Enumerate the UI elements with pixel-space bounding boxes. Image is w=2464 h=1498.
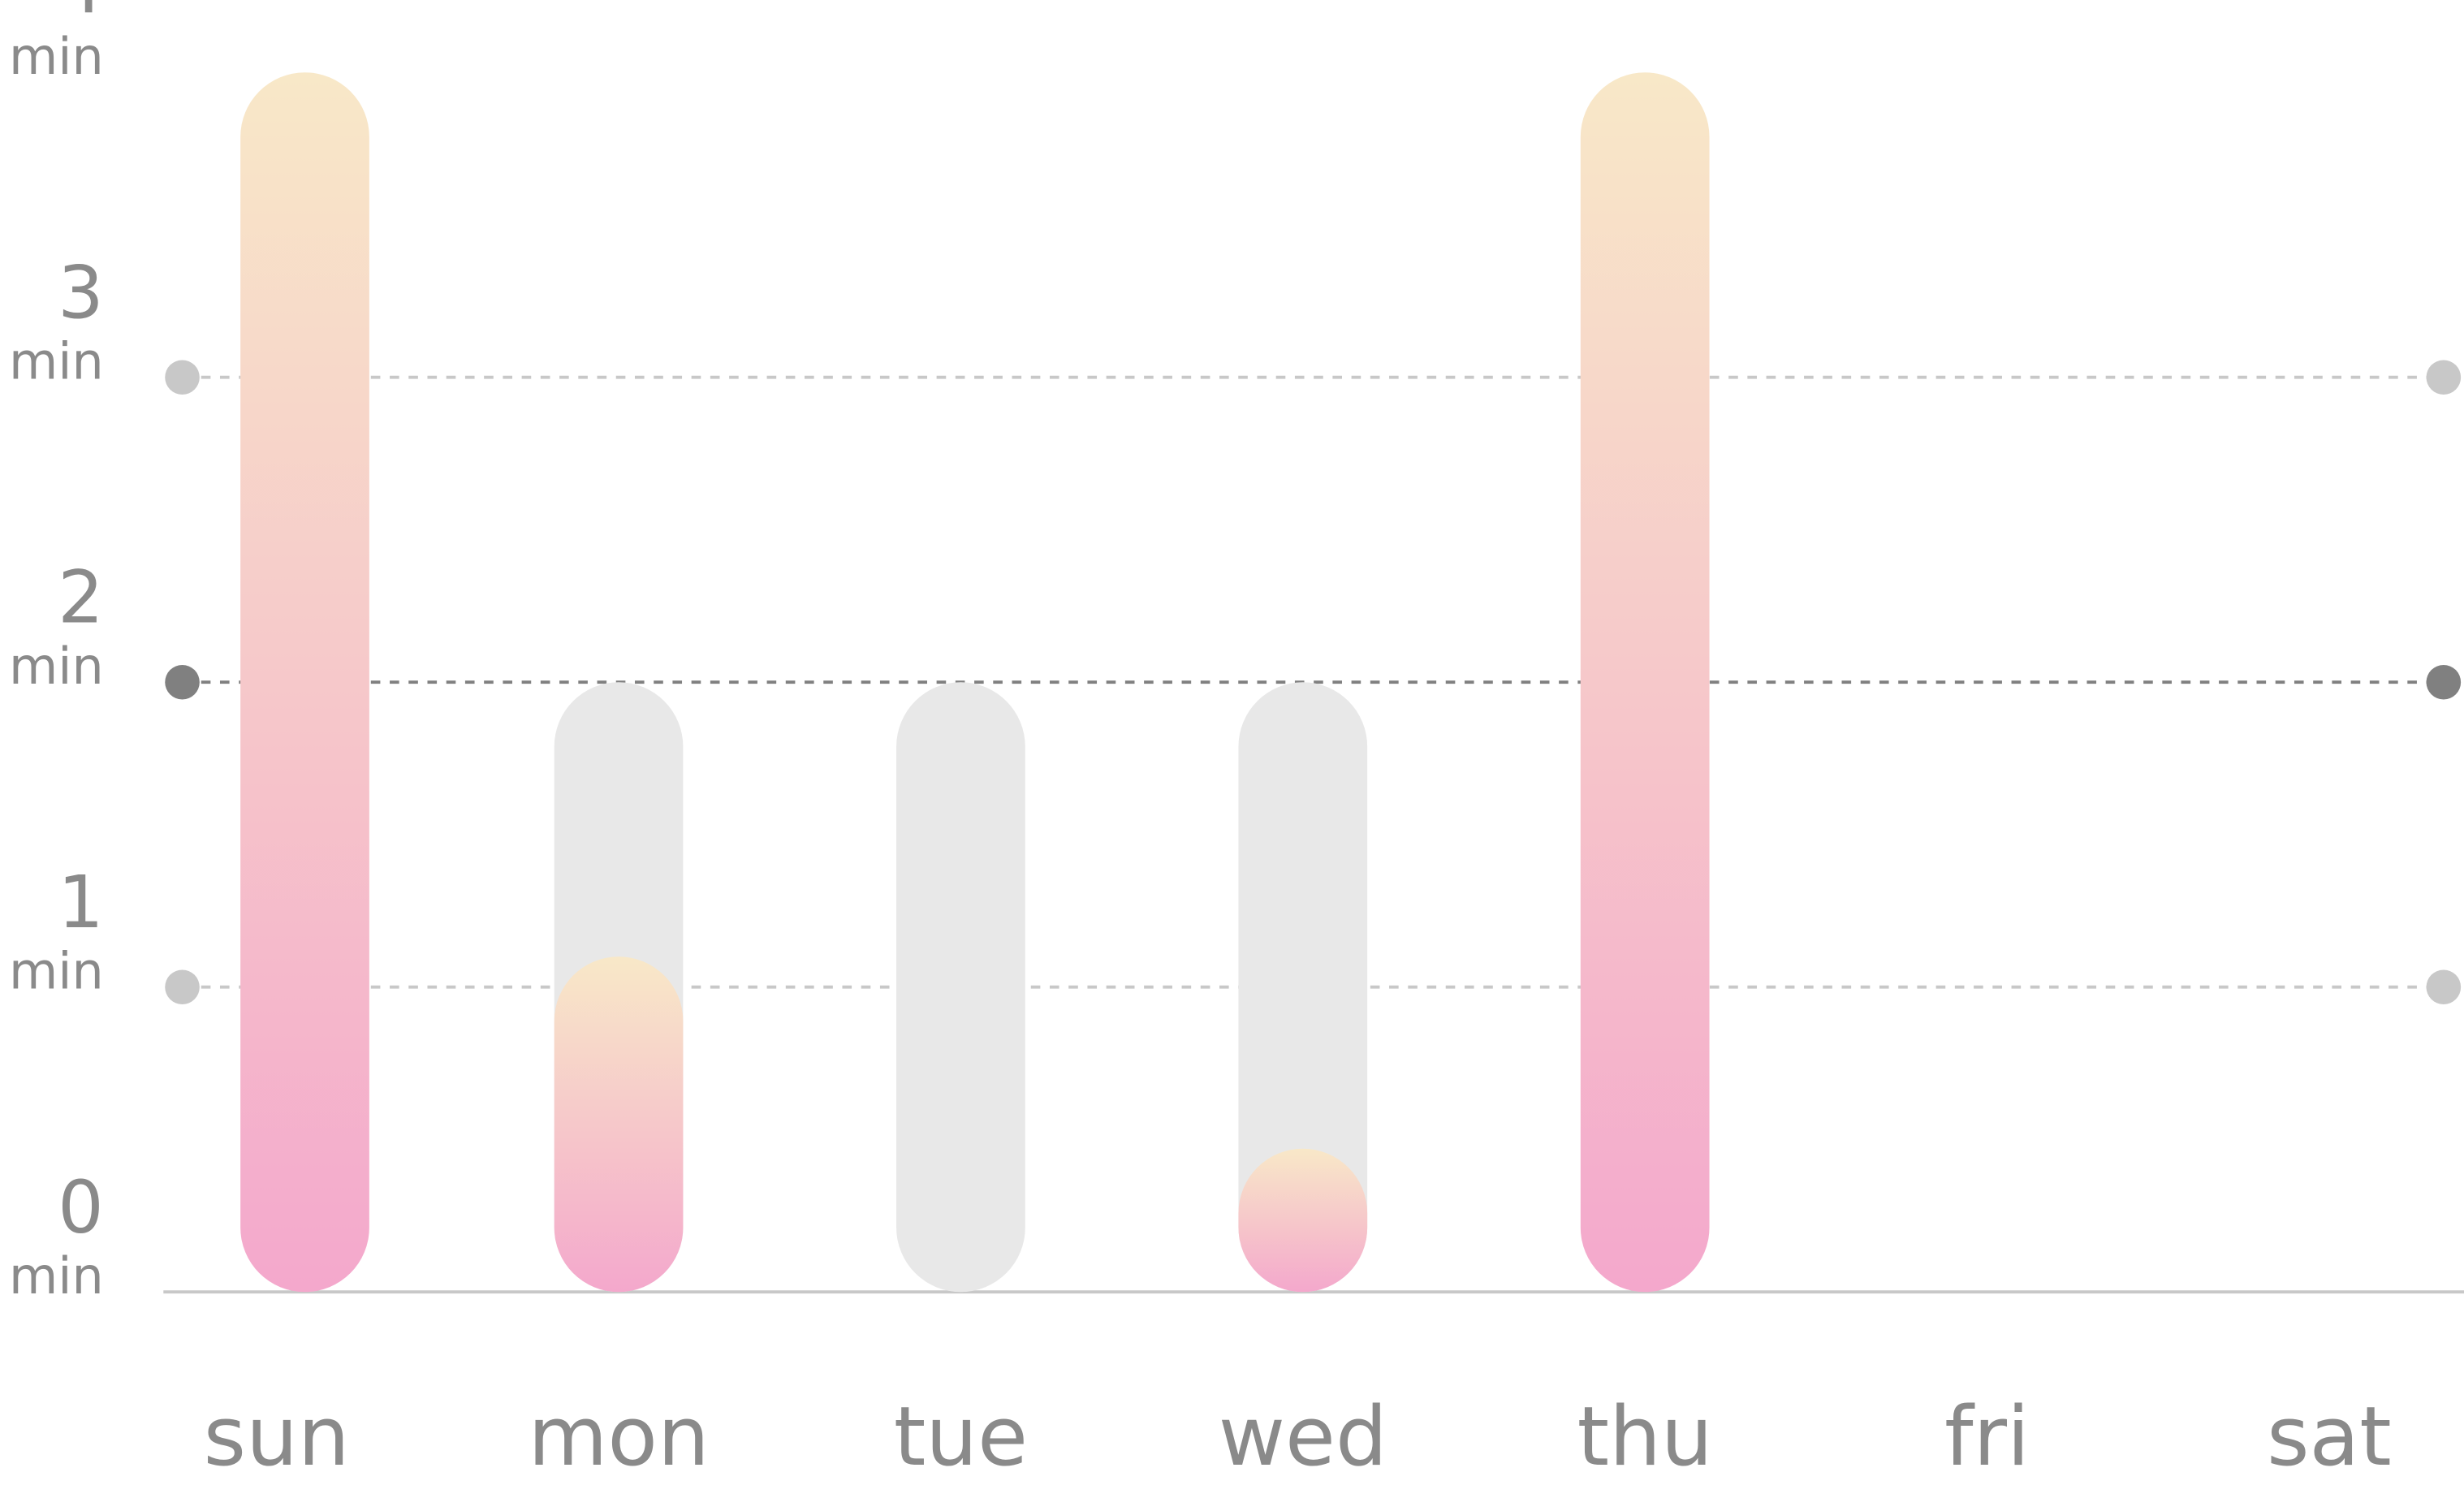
grid-dot [2426,360,2462,395]
x-tick-label: fri [1944,1389,2030,1484]
grid-dot [165,360,200,395]
y-tick-unit: min [9,637,104,696]
y-tick-unit: min [9,333,104,391]
x-tick-label: thu [1577,1389,1713,1484]
y-tick-label: 1 [58,860,104,944]
y-tick-label: 0 [58,1165,104,1250]
bar [1238,682,1368,1293]
grid-dot [165,969,200,1005]
x-tick-label: tue [894,1389,1028,1484]
y-tick-unit: min [9,943,104,1001]
y-tick-unit: min [9,1247,104,1306]
y-tick-unit: min [9,28,104,86]
x-tick-label: sun [204,1389,350,1484]
bar [896,682,1025,1293]
bar [1238,1148,1368,1293]
grid-dot [2426,969,2462,1005]
grid-dot [2426,664,2462,700]
bar [554,956,684,1293]
x-tick-label: sat [2267,1389,2392,1484]
x-tick-label: wed [1219,1389,1387,1484]
bar [1580,72,1710,1293]
y-tick-label: 2 [58,555,104,640]
grid-dot [165,664,200,700]
y-tick-label: 4 [58,0,104,30]
y-tick-label: 3 [58,250,104,335]
bar [240,72,369,1293]
x-tick-label: mon [528,1389,709,1484]
